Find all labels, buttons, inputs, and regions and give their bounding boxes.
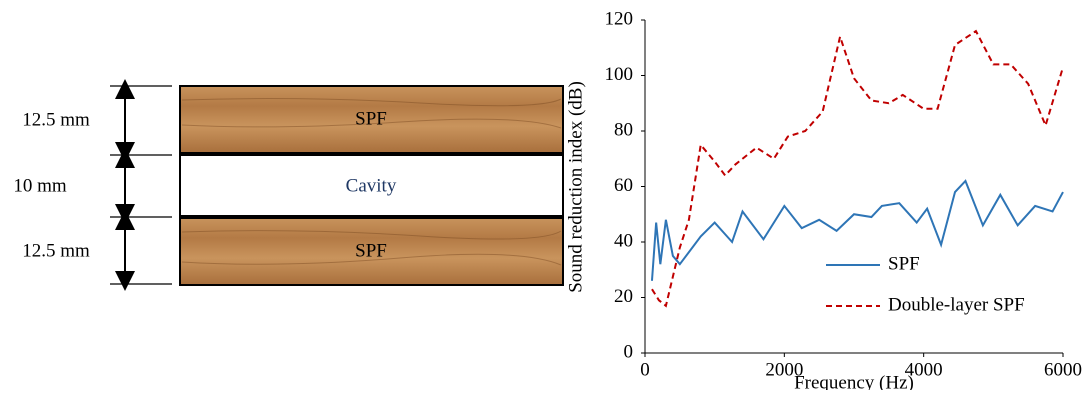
wood-grain bbox=[181, 98, 562, 266]
y-axis-label: Sound reduction index (dB) bbox=[565, 81, 586, 293]
legend-label: Double-layer SPF bbox=[888, 294, 1025, 315]
y-tick-label: 120 bbox=[605, 8, 634, 29]
y-tick-label: 60 bbox=[614, 175, 633, 196]
dimension-label: 10 mm bbox=[13, 175, 67, 196]
layer-label: SPF bbox=[355, 240, 387, 261]
y-tick-label: 0 bbox=[624, 341, 634, 362]
dimension-label: 12.5 mm bbox=[22, 109, 90, 130]
y-tick-label: 100 bbox=[605, 64, 634, 85]
spf-layer bbox=[179, 217, 564, 286]
legend-label: SPF bbox=[888, 253, 920, 274]
y-tick-label: 80 bbox=[614, 119, 633, 140]
x-tick-label: 0 bbox=[640, 359, 650, 380]
layer-label: Cavity bbox=[346, 175, 397, 196]
series-line bbox=[650, 179, 1064, 281]
spf-layer bbox=[179, 85, 564, 154]
x-axis-label: Frequency (Hz) bbox=[794, 372, 914, 390]
y-tick-label: 20 bbox=[614, 286, 633, 307]
x-tick-label: 2000 bbox=[765, 359, 803, 380]
cavity-layer bbox=[179, 154, 564, 217]
dimension-label: 12.5 mm bbox=[22, 240, 90, 261]
layer-label: SPF bbox=[355, 108, 387, 129]
x-tick-label: 4000 bbox=[905, 359, 943, 380]
y-tick-label: 40 bbox=[614, 230, 633, 251]
diagram: SPF Cavity SPF 12.5 mm 10 mm 12.5 mm bbox=[13, 79, 564, 291]
dimension-lines bbox=[110, 79, 172, 291]
series-line bbox=[651, 29, 1064, 308]
x-tick-label: 6000 bbox=[1044, 359, 1082, 380]
